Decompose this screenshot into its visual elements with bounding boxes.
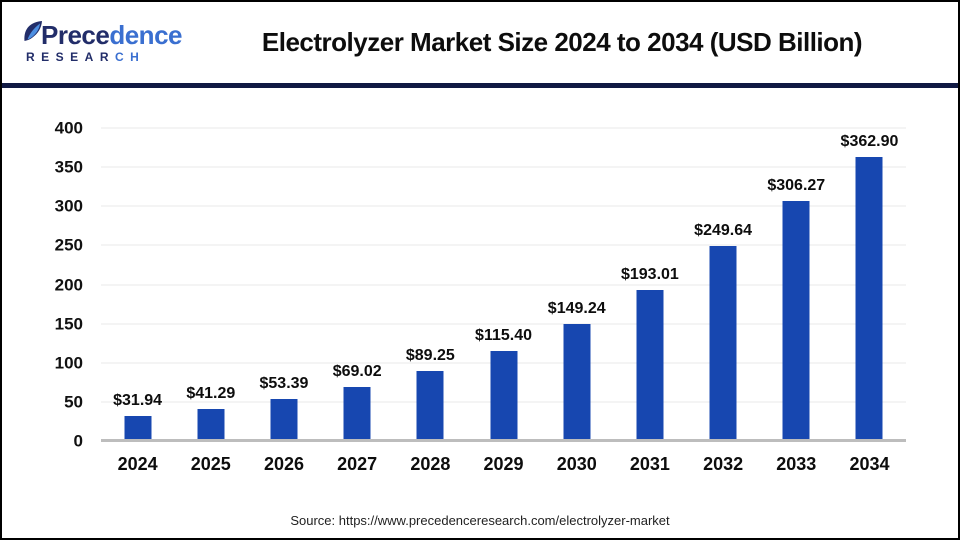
- plot-area: 0 50 100 150 200 250 300 350 400 $31.94 2024 $41.2…: [55, 120, 906, 474]
- header-divider: [2, 83, 958, 88]
- logo-subtitle-part2: CH: [115, 50, 146, 64]
- header: Precedence RESEARCH Electrolyzer Market …: [2, 2, 958, 83]
- gridline: [101, 166, 906, 168]
- bar-column: $362.90 2034: [833, 128, 906, 473]
- x-axis-category-label: 2031: [629, 454, 670, 474]
- y-axis-tick-label: 150: [54, 314, 83, 334]
- bar: [636, 289, 664, 441]
- bar: [855, 157, 883, 441]
- y-axis-tick-label: 0: [73, 431, 83, 451]
- x-axis-category-label: 2033: [776, 454, 817, 474]
- bar-value-label: $89.25: [405, 347, 455, 365]
- bar-value-label: $149.24: [547, 300, 606, 318]
- title-area: Electrolyzer Market Size 2024 to 2034 (U…: [202, 27, 958, 58]
- bar: [490, 350, 518, 441]
- bar-column: $249.64 2032: [687, 128, 760, 473]
- bar-column: $193.01 2031: [613, 128, 686, 473]
- bar-value-label: $249.64: [694, 221, 753, 239]
- bar-value-label: $193.01: [620, 265, 679, 283]
- precedence-research-logo: Precedence RESEARCH: [2, 21, 202, 63]
- bar-column: $53.39 2026: [247, 128, 320, 473]
- bar-column: $41.29 2025: [174, 128, 247, 473]
- gridline: [101, 205, 906, 207]
- bar-value-label: $306.27: [767, 177, 826, 195]
- logo-subtitle: RESEARCH: [22, 51, 202, 63]
- logo-brand-row: Precedence: [22, 21, 202, 48]
- x-axis-line: [101, 439, 906, 442]
- bar-column: $115.40 2029: [467, 128, 540, 473]
- bar-value-label: $31.94: [113, 392, 163, 410]
- bar-value-label: $115.40: [475, 326, 533, 344]
- x-axis-category-label: 2032: [703, 454, 744, 474]
- bar-value-label: $69.02: [332, 363, 382, 380]
- gridline: [101, 127, 906, 129]
- bar-column: $69.02 2027: [321, 128, 394, 474]
- x-axis-category-label: 2026: [263, 454, 304, 474]
- x-axis-category-label: 2028: [410, 454, 451, 474]
- x-axis-category-label: 2029: [483, 454, 524, 474]
- x-axis-category-label: 2027: [337, 454, 378, 474]
- bar-column: $306.27 2033: [760, 128, 833, 473]
- bar-value-label: $53.39: [259, 375, 309, 393]
- logo-brand-part1: Prece: [41, 20, 110, 50]
- gridline: [101, 323, 906, 325]
- bar-column: $31.94 2024: [101, 128, 174, 473]
- bars-layer: $31.94 2024 $41.29 2025 $53.39 2026 $69.02 2027…: [101, 128, 906, 474]
- x-axis-category-label: 2024: [117, 454, 158, 474]
- bar-value-label: $362.90: [840, 133, 899, 151]
- gridline: [101, 284, 906, 285]
- page-title: Electrolyzer Market Size 2024 to 2034 (U…: [261, 27, 863, 57]
- bar: [197, 408, 225, 441]
- x-axis-category-label: 2034: [849, 454, 890, 474]
- bar: [782, 201, 810, 441]
- y-axis-tick-label: 400: [54, 118, 83, 138]
- logo-brand-name: Precedence: [41, 22, 182, 48]
- y-axis-tick-label: 350: [54, 157, 83, 177]
- bar: [416, 371, 444, 441]
- y-axis-tick-label: 50: [64, 392, 83, 412]
- x-axis-category-label: 2025: [190, 454, 231, 474]
- leaf-icon: [24, 21, 42, 41]
- bar: [563, 324, 591, 441]
- bar-column: $89.25 2028: [394, 128, 467, 473]
- y-axis-tick-label: 300: [54, 196, 83, 216]
- y-axis-tick-label: 200: [54, 275, 83, 294]
- y-axis-tick-label: 250: [54, 235, 83, 255]
- y-axis-tick-label: 100: [54, 353, 83, 373]
- chart-region: 0 50 100 150 200 250 300 350 400 $31.94 2024 $41.2…: [2, 88, 958, 538]
- logo-brand-part2: dence: [109, 20, 182, 50]
- gridline: [101, 244, 906, 246]
- bar: [709, 245, 737, 441]
- source-note: Source: https://www.precedenceresearch.c…: [290, 513, 670, 528]
- bar: [343, 387, 371, 441]
- logo-subtitle-part1: RESEAR: [26, 50, 116, 64]
- x-axis-category-label: 2030: [556, 454, 597, 474]
- bar: [270, 399, 298, 441]
- bar-column: $149.24 2030: [540, 128, 613, 473]
- bar-value-label: $41.29: [186, 384, 236, 402]
- bar: [124, 416, 152, 441]
